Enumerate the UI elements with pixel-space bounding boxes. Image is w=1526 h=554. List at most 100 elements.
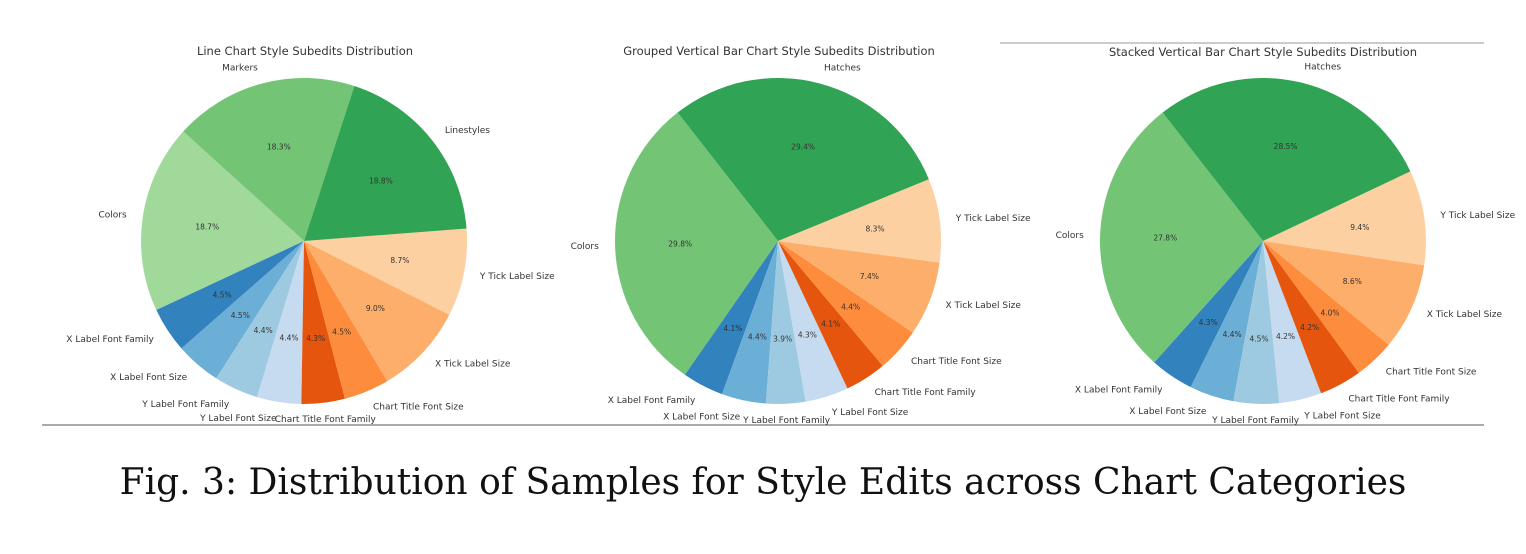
pie-slice-x-label-font-family bbox=[684, 241, 778, 395]
slice-category-label: Hatches bbox=[1304, 63, 1341, 73]
slice-percent-label: 4.3% bbox=[798, 330, 817, 339]
slice-category-label: X Label Font Size bbox=[1129, 407, 1207, 417]
slice-percent-label: 9.4% bbox=[1350, 223, 1369, 232]
slice-category-label: X Label Font Size bbox=[110, 373, 188, 383]
slice-category-label: Y Tick Label Size bbox=[955, 214, 1031, 224]
slice-category-label: X Label Font Family bbox=[608, 396, 696, 406]
pie-slice-hatches bbox=[1162, 77, 1411, 241]
slice-category-label: Colors bbox=[571, 242, 599, 252]
slice-category-label: Y Label Font Size bbox=[831, 408, 909, 418]
pie-slice-chart-title-font-family bbox=[778, 241, 883, 389]
slice-category-label: Chart Title Font Family bbox=[1348, 395, 1450, 405]
pie-slice-x-label-font-family bbox=[1154, 241, 1263, 388]
pie-slice-x-label-font-size bbox=[181, 241, 304, 379]
slice-category-label: X Tick Label Size bbox=[946, 301, 1022, 311]
slice-category-label: X Tick Label Size bbox=[435, 360, 511, 370]
pie-slice-colors bbox=[615, 112, 778, 375]
slice-percent-label: 4.5% bbox=[1249, 335, 1268, 344]
slice-percent-label: 4.4% bbox=[279, 334, 298, 343]
slice-percent-label: 18.8% bbox=[369, 177, 393, 186]
chart-title: Line Chart Style Subedits Distribution bbox=[197, 44, 413, 58]
pie-slice-y-label-font-family bbox=[765, 241, 806, 405]
slice-category-label: X Label Font Size bbox=[663, 412, 741, 422]
pie-slice-chart-title-font-family bbox=[301, 241, 345, 405]
slice-category-label: Y Label Font Family bbox=[141, 400, 230, 410]
slice-percent-label: 4.4% bbox=[1223, 330, 1242, 339]
slice-percent-label: 18.3% bbox=[267, 143, 291, 152]
pie-chart-stacked-bar: Stacked Vertical Bar Chart Style Subedit… bbox=[1000, 42, 1516, 426]
pie-slice-x-tick-label-size bbox=[778, 241, 940, 333]
slice-percent-label: 8.3% bbox=[865, 225, 884, 234]
slice-category-label: Y Label Font Family bbox=[742, 416, 831, 426]
pie-slice-hatches bbox=[677, 77, 929, 242]
slice-category-label: Chart Title Font Family bbox=[275, 415, 377, 425]
pie-slice-chart-title-font-size bbox=[778, 241, 913, 366]
slice-percent-label: 4.4% bbox=[254, 326, 273, 335]
slice-category-label: Y Label Font Size bbox=[1303, 412, 1381, 422]
pie-slice-y-label-font-size bbox=[1263, 241, 1322, 404]
slice-category-label: Chart Title Font Size bbox=[911, 357, 1002, 367]
slice-category-label: Y Tick Label Size bbox=[479, 272, 555, 282]
pie-chart-grouped-bar: Grouped Vertical Bar Chart Style Subedit… bbox=[513, 44, 1031, 426]
pie-chart-line: Line Chart Style Subedits Distribution 18… bbox=[42, 44, 555, 426]
slice-percent-label: 4.0% bbox=[1320, 308, 1339, 317]
slice-category-label: Chart Title Font Size bbox=[373, 403, 464, 413]
pie-slice-y-tick-label-size bbox=[1263, 171, 1427, 266]
slice-category-label: Hatches bbox=[824, 64, 861, 74]
figure-caption: Fig. 3: Distribution of Samples for Styl… bbox=[119, 462, 1407, 503]
chart-title: Stacked Vertical Bar Chart Style Subedit… bbox=[1109, 45, 1417, 59]
pie-slice-x-tick-label-size bbox=[1263, 241, 1425, 345]
slice-category-label: Markers bbox=[222, 64, 258, 74]
pie-slice-y-label-font-size bbox=[778, 241, 848, 402]
pie-slice-x-label-font-size bbox=[1190, 241, 1263, 402]
pie-slice-x-label-font-size bbox=[722, 241, 778, 404]
slice-percent-label: 29.8% bbox=[668, 240, 692, 249]
pie-slice-x-tick-label-size bbox=[304, 241, 450, 382]
slice-category-label: Colors bbox=[1056, 231, 1084, 241]
slice-category-label: X Label Font Family bbox=[1075, 386, 1163, 396]
slice-category-label: Chart Title Font Size bbox=[1386, 368, 1477, 378]
pie-slice-markers bbox=[183, 78, 355, 242]
slice-category-label: Y Label Font Size bbox=[199, 414, 277, 424]
pie-slice-y-label-font-family bbox=[216, 241, 304, 398]
slice-category-label: Colors bbox=[99, 210, 127, 220]
pie-slice-y-label-font-size bbox=[257, 241, 304, 404]
slice-percent-label: 4.3% bbox=[306, 334, 325, 343]
slice-category-label: Linestyles bbox=[445, 126, 490, 136]
pie-slice-colors bbox=[140, 131, 304, 311]
slice-percent-label: 9.0% bbox=[366, 304, 385, 313]
pie-slice-chart-title-font-size bbox=[1263, 241, 1389, 373]
slice-percent-label: 7.4% bbox=[860, 272, 879, 281]
slice-percent-label: 4.1% bbox=[723, 324, 742, 333]
slice-category-label: X Label Font Family bbox=[66, 335, 154, 345]
slice-percent-label: 3.9% bbox=[773, 335, 792, 344]
pie-slice-linestyles bbox=[304, 85, 467, 241]
chart-title: Grouped Vertical Bar Chart Style Subedit… bbox=[623, 44, 935, 58]
pie-slice-y-tick-label-size bbox=[778, 179, 941, 263]
slice-percent-label: 27.8% bbox=[1153, 234, 1177, 243]
pie-slice-colors bbox=[1100, 112, 1263, 363]
slice-percent-label: 4.5% bbox=[332, 327, 351, 336]
slice-percent-label: 18.7% bbox=[195, 222, 219, 231]
pie-slice-y-tick-label-size bbox=[304, 228, 467, 315]
slice-percent-label: 29.4% bbox=[791, 143, 815, 152]
slice-percent-label: 8.6% bbox=[1343, 277, 1362, 286]
slice-percent-label: 4.2% bbox=[1300, 323, 1319, 332]
pie-slice-y-label-font-family bbox=[1233, 241, 1280, 405]
slice-category-label: Y Tick Label Size bbox=[1439, 211, 1515, 221]
slice-percent-label: 4.3% bbox=[1199, 318, 1218, 327]
slice-category-label: Y Label Font Family bbox=[1211, 416, 1300, 426]
pie-slice-chart-title-font-family bbox=[1263, 241, 1359, 394]
slice-percent-label: 4.5% bbox=[213, 291, 232, 300]
pie-slice-x-label-font-family bbox=[156, 241, 304, 349]
slice-category-label: Chart Title Font Family bbox=[875, 388, 977, 398]
slice-percent-label: 4.2% bbox=[1276, 332, 1295, 341]
slice-percent-label: 4.4% bbox=[841, 303, 860, 312]
slice-percent-label: 28.5% bbox=[1274, 142, 1298, 151]
slice-percent-label: 4.1% bbox=[821, 319, 840, 328]
slice-category-label: X Tick Label Size bbox=[1427, 310, 1503, 320]
pie-slice-chart-title-font-size bbox=[304, 241, 388, 399]
slice-percent-label: 4.5% bbox=[231, 311, 250, 320]
slice-percent-label: 4.4% bbox=[748, 333, 767, 342]
